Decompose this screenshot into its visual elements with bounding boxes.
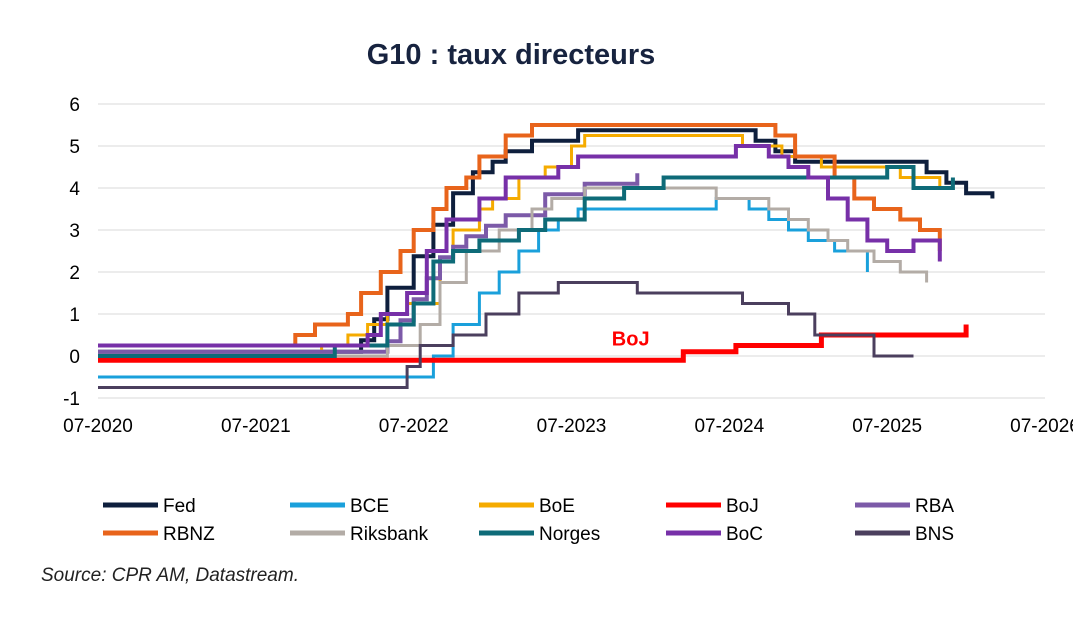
x-tick-label: 07-2025: [852, 416, 922, 437]
legend-item-bce: BCE: [290, 496, 389, 517]
x-tick-label: 07-2023: [537, 416, 607, 437]
legend-label: RBA: [915, 496, 954, 517]
legend-label: BoC: [726, 524, 763, 545]
y-tick-label: -1: [63, 389, 80, 410]
legend-item-norges: Norges: [479, 524, 600, 545]
legend-label: RBNZ: [163, 524, 215, 545]
series-line-norges: [98, 165, 955, 358]
legend-item-rbnz: RBNZ: [103, 524, 215, 545]
legend-item-fed: Fed: [103, 496, 196, 517]
x-tick-label: 07-2022: [379, 416, 449, 437]
annotation-label: BoJ: [612, 329, 650, 351]
legend-item-boe: BoE: [479, 496, 575, 517]
series-line-fed: [98, 128, 995, 354]
legend-label: Fed: [163, 496, 196, 517]
legend-item-bns: BNS: [855, 524, 954, 545]
y-tick-label: 6: [69, 95, 80, 116]
legend-label: BoJ: [726, 496, 759, 517]
series-lines: [98, 123, 995, 389]
y-tick-label: 2: [69, 263, 80, 284]
series-line-rba: [98, 173, 640, 354]
legend-label: Norges: [539, 524, 600, 545]
legend-label: BoE: [539, 496, 575, 517]
y-tick-label: 1: [69, 305, 80, 326]
legend-item-boc: BoC: [666, 524, 763, 545]
legend-item-riksbank: Riksbank: [290, 524, 429, 545]
x-tick-label: 07-2020: [63, 416, 133, 437]
axes: -1 0 1 2 3 4 5 6 07-2020 07-2021 07-2022 07-2023 07-…: [63, 95, 1073, 437]
y-tick-label: 3: [69, 221, 80, 242]
y-tick-label: 5: [69, 137, 80, 158]
series-line-rbnz: [98, 123, 942, 348]
series-line-boc: [98, 144, 942, 348]
source-note: Source: CPR AM, Datastream.: [41, 565, 299, 586]
y-tick-label: 4: [69, 179, 80, 200]
annotations: BoJ: [612, 329, 650, 351]
legend-item-rba: RBA: [855, 496, 954, 517]
legend-label: BCE: [350, 496, 389, 517]
x-tick-label: 07-2021: [221, 416, 291, 437]
legend-label: Riksbank: [350, 524, 429, 545]
x-tick-label: 07-2026: [1010, 416, 1073, 437]
series-line-boj: [98, 324, 969, 363]
legend-label: BNS: [915, 524, 954, 545]
chart-title: G10 : taux directeurs: [367, 39, 656, 71]
y-tick-label: 0: [69, 347, 80, 368]
series-line-bns: [98, 281, 914, 389]
x-tick-label: 07-2024: [694, 416, 764, 437]
legend: Fed BCE BoE BoJ RBA RBNZ Riksbank Norges BoC BNS: [103, 496, 954, 545]
legend-item-boj: BoJ: [666, 496, 759, 517]
